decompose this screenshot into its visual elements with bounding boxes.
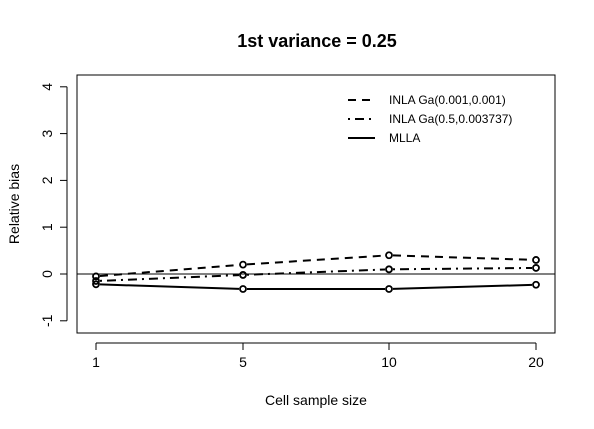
legend: INLA Ga(0.001,0.001) INLA Ga(0.5,0.003737… [348, 93, 512, 145]
x-axis: 1 5 10 20 [92, 342, 544, 370]
data-point [532, 264, 540, 272]
series-2 [92, 264, 540, 285]
x-tick-label: 5 [239, 354, 247, 370]
x-tick-label: 10 [381, 354, 397, 370]
y-tick-label: 1 [39, 223, 55, 231]
x-axis-label: Cell sample size [265, 392, 367, 408]
plot-frame [76, 74, 556, 334]
y-tick-label: 2 [39, 176, 55, 184]
y-axis-label: Relative bias [6, 164, 22, 244]
series-line-segment [99, 283, 240, 290]
data-point [239, 285, 247, 293]
data-point [92, 277, 100, 285]
y-tick-label: 0 [39, 270, 55, 278]
data-point [385, 251, 393, 260]
series-layer [92, 251, 540, 293]
y-tick-label: 3 [39, 129, 55, 137]
legend-label: INLA Ga(0.5,0.003737) [389, 112, 512, 126]
legend-label: MLLA [389, 131, 420, 145]
series-line-segment [392, 266, 533, 271]
data-point [92, 280, 100, 289]
y-axis: -1 0 1 2 3 4 [39, 83, 68, 327]
series-3 [92, 280, 540, 293]
data-point [385, 265, 393, 274]
legend-label: INLA Ga(0.001,0.001) [389, 93, 506, 107]
series-line-segment [99, 274, 240, 282]
data-point [385, 285, 393, 293]
x-tick-label: 1 [92, 354, 100, 370]
y-tick-label: 4 [39, 83, 55, 91]
data-point [532, 256, 540, 264]
data-point [239, 271, 247, 279]
series-line-segment [246, 268, 386, 276]
x-tick-label: 20 [528, 354, 544, 370]
data-point [532, 280, 540, 289]
y-tick-label: -1 [39, 314, 55, 327]
series-line-segment [392, 254, 533, 261]
series-line-segment [246, 254, 386, 266]
data-point [92, 272, 100, 281]
chart-title: 1st variance = 0.25 [237, 31, 397, 51]
series-1 [92, 251, 540, 281]
data-point [239, 260, 247, 269]
series-line-segment [392, 283, 533, 290]
series-line-segment [99, 263, 240, 278]
